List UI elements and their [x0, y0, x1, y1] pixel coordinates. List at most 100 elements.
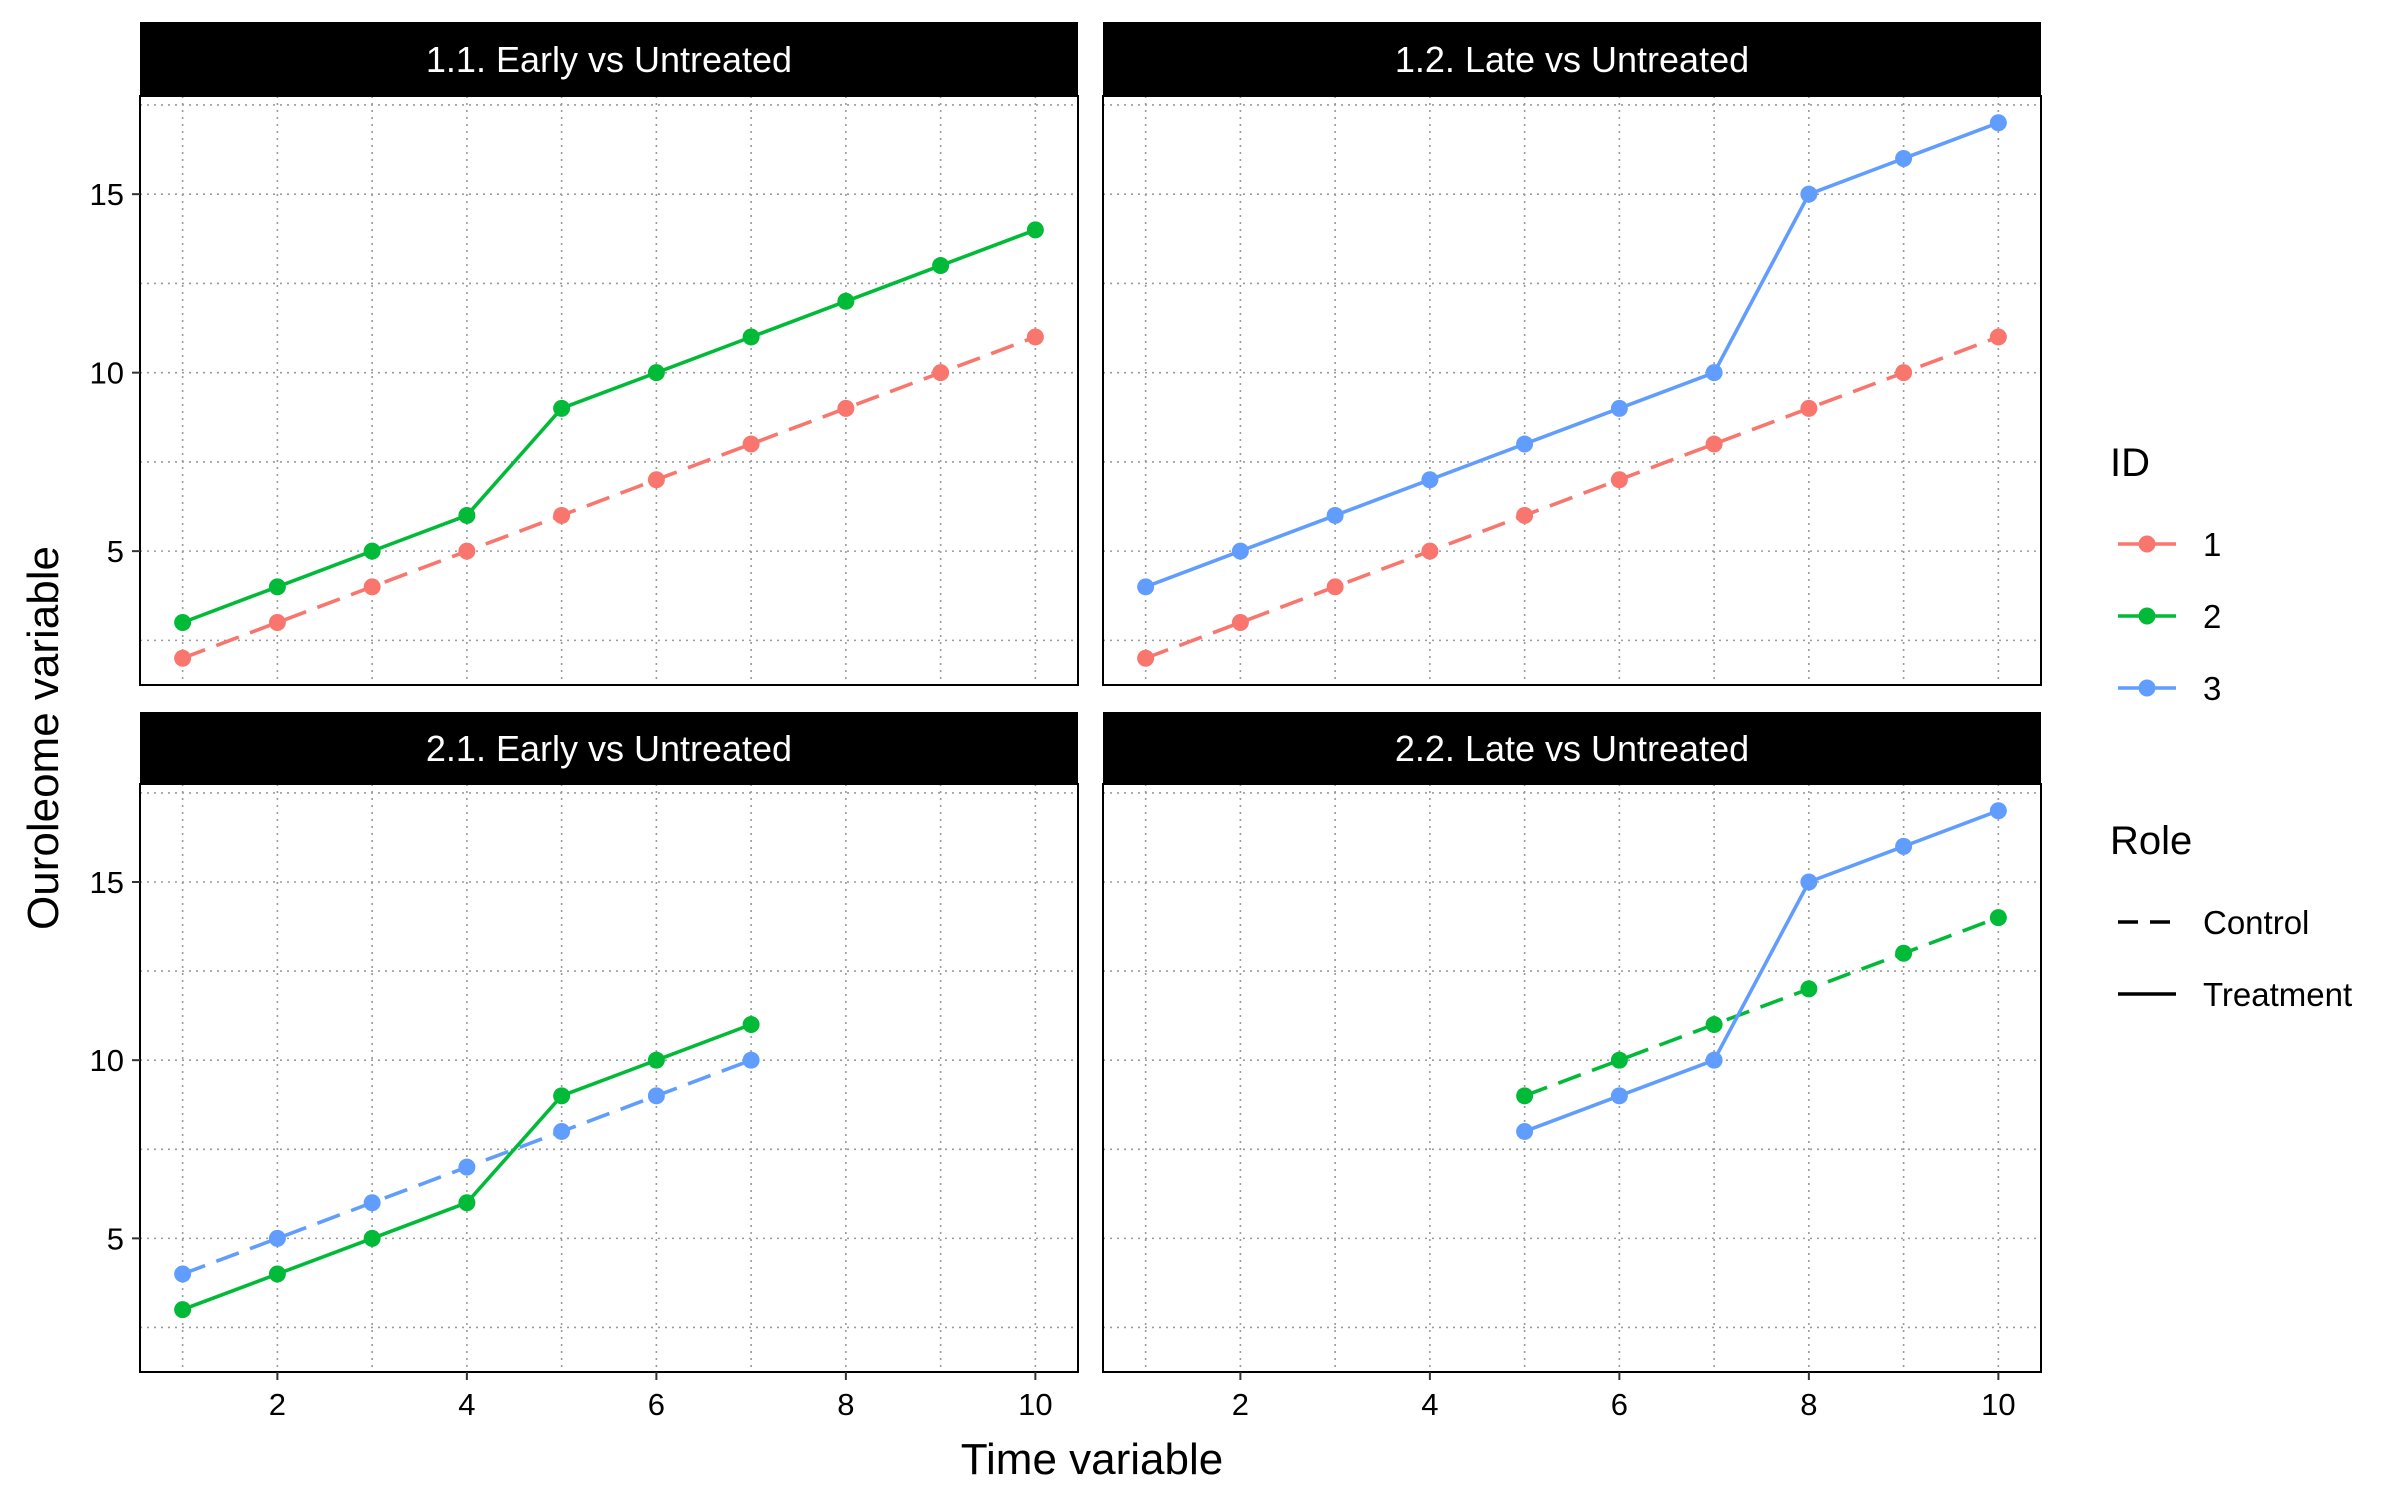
- data-point: [268, 1229, 286, 1247]
- x-tick-label: 10: [1981, 1387, 2015, 1422]
- panels-layer: 1.1. Early vs Untreated 5 10 15 1.2. Late vs…: [90, 22, 2042, 1422]
- series-id-3-control: [174, 1051, 760, 1283]
- x-tick-label: 4: [458, 1387, 475, 1422]
- data-point: [1610, 1051, 1628, 1069]
- panel-border: [139, 95, 1079, 686]
- panel-border: [139, 783, 1079, 1373]
- facet-strip: [1103, 22, 2041, 96]
- panel-border: [1102, 783, 2042, 1373]
- x-tick-label: 10: [1018, 1387, 1052, 1422]
- data-point: [1516, 506, 1534, 524]
- data-point: [1026, 221, 1044, 239]
- data-point: [1989, 328, 2007, 346]
- data-point: [1895, 149, 1913, 167]
- data-point: [1705, 1051, 1723, 1069]
- data-point: [553, 399, 571, 417]
- data-point: [1137, 649, 1155, 667]
- series-id-1-control: [1137, 328, 2007, 667]
- data-point: [1989, 114, 2007, 132]
- data-point: [458, 1194, 476, 1212]
- legend-id-item: 3: [2118, 670, 2221, 707]
- series-id-3-treatment: [1516, 802, 2007, 1140]
- data-point: [932, 364, 950, 382]
- data-point: [837, 399, 855, 417]
- data-point: [174, 1265, 192, 1283]
- data-point: [647, 1087, 665, 1105]
- data-point: [458, 542, 476, 560]
- data-point: [1516, 1122, 1534, 1140]
- y-tick-label: 5: [107, 534, 124, 569]
- x-tick-label: 6: [648, 1387, 665, 1422]
- legend-key-point: [2138, 535, 2156, 553]
- series-line: [181, 335, 1037, 660]
- data-point: [742, 1051, 760, 1069]
- data-point: [1516, 435, 1534, 453]
- data-point: [363, 1194, 381, 1212]
- data-point: [1800, 980, 1818, 998]
- facet-strip-label: 1.1. Early vs Untreated: [426, 39, 792, 80]
- data-point: [458, 506, 476, 524]
- x-tick-label: 2: [1232, 1387, 1249, 1422]
- legend-label: 3: [2203, 670, 2221, 707]
- x-tick-label: 6: [1611, 1387, 1628, 1422]
- data-point: [647, 1051, 665, 1069]
- legend-key-point: [2138, 607, 2156, 625]
- data-point: [1137, 578, 1155, 596]
- data-point: [363, 542, 381, 560]
- grid: [140, 96, 1078, 685]
- legend-role: Role Control Treatment: [2110, 819, 2352, 1013]
- legend-label: Control: [2203, 904, 2309, 941]
- data-point: [1895, 364, 1913, 382]
- data-point: [1989, 802, 2007, 820]
- series-id-2-control: [1516, 909, 2007, 1105]
- legend-id: ID 1 2 3: [2110, 441, 2221, 707]
- data-point: [1610, 399, 1628, 417]
- y-tick-label: 15: [90, 865, 124, 900]
- data-point: [268, 1265, 286, 1283]
- series-line: [1523, 915, 2000, 1098]
- x-tick-label: 8: [1800, 1387, 1817, 1422]
- data-point: [742, 328, 760, 346]
- data-point: [1421, 542, 1439, 560]
- data-point: [1705, 435, 1723, 453]
- data-point: [1800, 185, 1818, 203]
- legend: ID 1 2 3 Role Control Treatment: [2110, 441, 2352, 1013]
- data-point: [742, 435, 760, 453]
- data-point: [1989, 909, 2007, 927]
- legend-id-item: 2: [2118, 598, 2221, 635]
- data-point: [1610, 471, 1628, 489]
- data-point: [174, 614, 192, 632]
- x-tick-label: 2: [269, 1387, 286, 1422]
- legend-label: 1: [2203, 526, 2221, 563]
- data-point: [647, 364, 665, 382]
- legend-label: 2: [2203, 598, 2221, 635]
- facet-strip-label: 2.2. Late vs Untreated: [1395, 728, 1749, 769]
- data-point: [1326, 578, 1344, 596]
- data-point: [1800, 399, 1818, 417]
- series-line: [1523, 809, 2000, 1134]
- data-point: [174, 1301, 192, 1319]
- data-point: [1421, 471, 1439, 489]
- panel-1: 1.1. Early vs Untreated 5 10 15: [90, 22, 1079, 686]
- series-id-1-control: [174, 328, 1044, 667]
- data-point: [1895, 837, 1913, 855]
- data-point: [1895, 944, 1913, 962]
- panel-2: 1.2. Late vs Untreated: [1102, 22, 2042, 686]
- grid: [140, 784, 1078, 1372]
- legend-role-item: Control: [2118, 904, 2309, 941]
- series-line: [1144, 121, 2000, 589]
- series-id-2-treatment: [174, 221, 1044, 632]
- legend-id-item: 1: [2118, 526, 2221, 563]
- facet-strip: [1103, 712, 2041, 784]
- series-id-3-treatment: [1137, 114, 2007, 596]
- data-point: [1231, 614, 1249, 632]
- series-id-2-treatment: [174, 1016, 760, 1319]
- data-point: [1231, 542, 1249, 560]
- facet-strip-label: 1.2. Late vs Untreated: [1395, 39, 1749, 80]
- data-point: [363, 578, 381, 596]
- legend-role-title: Role: [2110, 819, 2192, 863]
- data-point: [742, 1016, 760, 1034]
- data-point: [1705, 1016, 1723, 1034]
- data-point: [1026, 328, 1044, 346]
- data-point: [268, 614, 286, 632]
